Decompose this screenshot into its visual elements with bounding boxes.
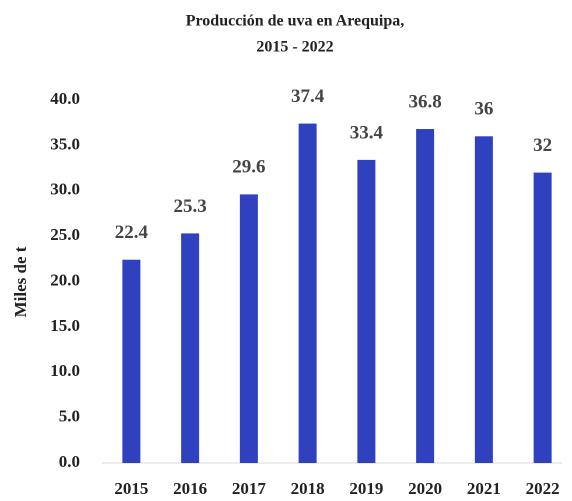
y-tick-label: 5.0 — [59, 407, 80, 426]
y-tick-label: 15.0 — [50, 316, 80, 335]
x-tick-label: 2017 — [232, 479, 267, 498]
x-tick-label: 2016 — [173, 479, 207, 498]
chart-title: 2015 - 2022 — [256, 39, 333, 56]
bar — [474, 136, 493, 464]
bar — [416, 129, 435, 464]
data-label: 36 — [474, 99, 493, 120]
data-label: 29.6 — [232, 157, 265, 178]
bar — [298, 123, 317, 463]
data-label: 36.8 — [409, 91, 442, 112]
bar — [239, 194, 258, 463]
y-tick-label: 25.0 — [50, 225, 80, 244]
x-tick-label: 2019 — [349, 479, 383, 498]
y-tick-label: 30.0 — [50, 180, 80, 199]
chart-title: Producción de uva en Arequipa, — [186, 13, 405, 30]
bar — [181, 233, 200, 463]
bar — [533, 172, 552, 463]
data-label: 33.4 — [350, 122, 384, 143]
data-label: 25.3 — [174, 196, 207, 217]
y-tick-label: 40.0 — [50, 89, 80, 108]
y-tick-label: 0.0 — [59, 452, 80, 471]
x-tick-label: 2021 — [467, 479, 501, 498]
y-tick-label: 35.0 — [50, 134, 80, 153]
bar — [357, 159, 376, 463]
y-tick-label: 10.0 — [50, 361, 80, 380]
data-label: 32 — [533, 135, 552, 156]
y-axis-label: Miles de t — [11, 246, 30, 317]
x-tick-label: 2020 — [408, 479, 442, 498]
y-tick-label: 20.0 — [50, 270, 80, 289]
bar — [122, 259, 141, 463]
data-label: 22.4 — [115, 222, 149, 243]
x-tick-label: 2018 — [291, 479, 325, 498]
x-tick-label: 2022 — [526, 479, 560, 498]
data-label: 37.4 — [291, 86, 325, 107]
x-tick-label: 2015 — [114, 479, 148, 498]
